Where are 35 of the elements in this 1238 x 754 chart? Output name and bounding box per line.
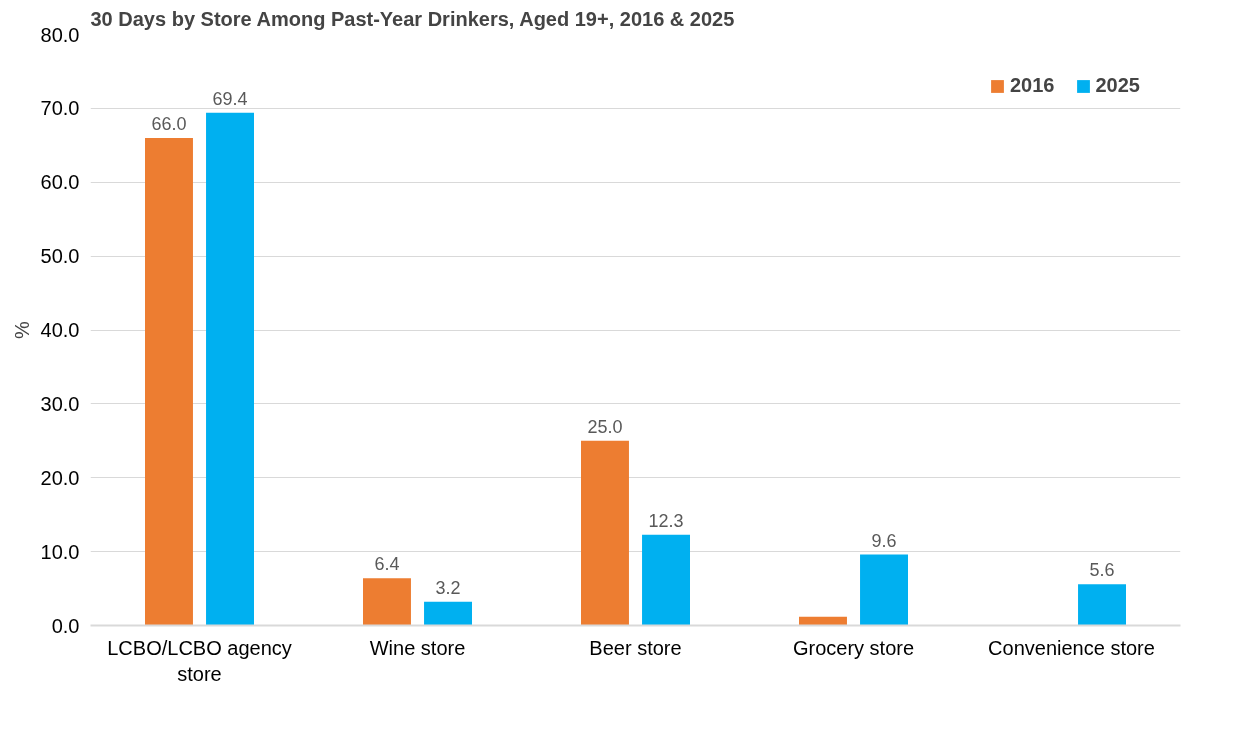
bar [145, 137, 193, 626]
data-label: 6.4 [374, 554, 400, 575]
x-tick-label: Beer store [589, 636, 682, 659]
y-tick-label: 80.0 [40, 23, 80, 46]
x-tick-label: Convenience store [988, 636, 1155, 659]
data-label: 12.3 [648, 510, 684, 531]
data-label: 25.0 [587, 416, 623, 437]
data-label: 5.6 [1089, 560, 1115, 581]
bar [206, 112, 254, 626]
y-tick-label: 30.0 [40, 392, 80, 415]
y-tick-label: 0.0 [51, 614, 80, 637]
bar [424, 601, 472, 626]
y-tick-label: 50.0 [40, 245, 80, 268]
y-tick-label: 40.0 [40, 319, 80, 341]
x-tick-label: LCBO/LCBO agency store [107, 636, 292, 685]
y-axis-title: % [10, 320, 33, 339]
bar [860, 554, 908, 626]
bar [642, 534, 690, 626]
bar [363, 578, 411, 626]
bar [799, 616, 847, 626]
y-tick-label: 70.0 [40, 97, 80, 120]
legend-label: 2016 [1010, 74, 1055, 97]
y-tick-label: 10.0 [40, 540, 80, 563]
y-tick-label: 20.0 [40, 466, 80, 489]
chart-title: 30 Days by Store Among Past-Year Drinkers, Aged 19+, 2016 & 2025 [90, 7, 735, 30]
data-label: 9.6 [871, 530, 897, 551]
y-tick-label: 60.0 [40, 171, 80, 194]
x-tick-label: Wine store [369, 636, 466, 659]
data-label: 69.4 [212, 88, 248, 109]
bar [1078, 584, 1126, 626]
x-tick-label: Grocery store [792, 636, 915, 659]
bar [581, 440, 629, 626]
data-label: 3.2 [435, 577, 461, 598]
data-label: 66.0 [151, 113, 187, 134]
legend-label: 2025 [1095, 74, 1140, 97]
